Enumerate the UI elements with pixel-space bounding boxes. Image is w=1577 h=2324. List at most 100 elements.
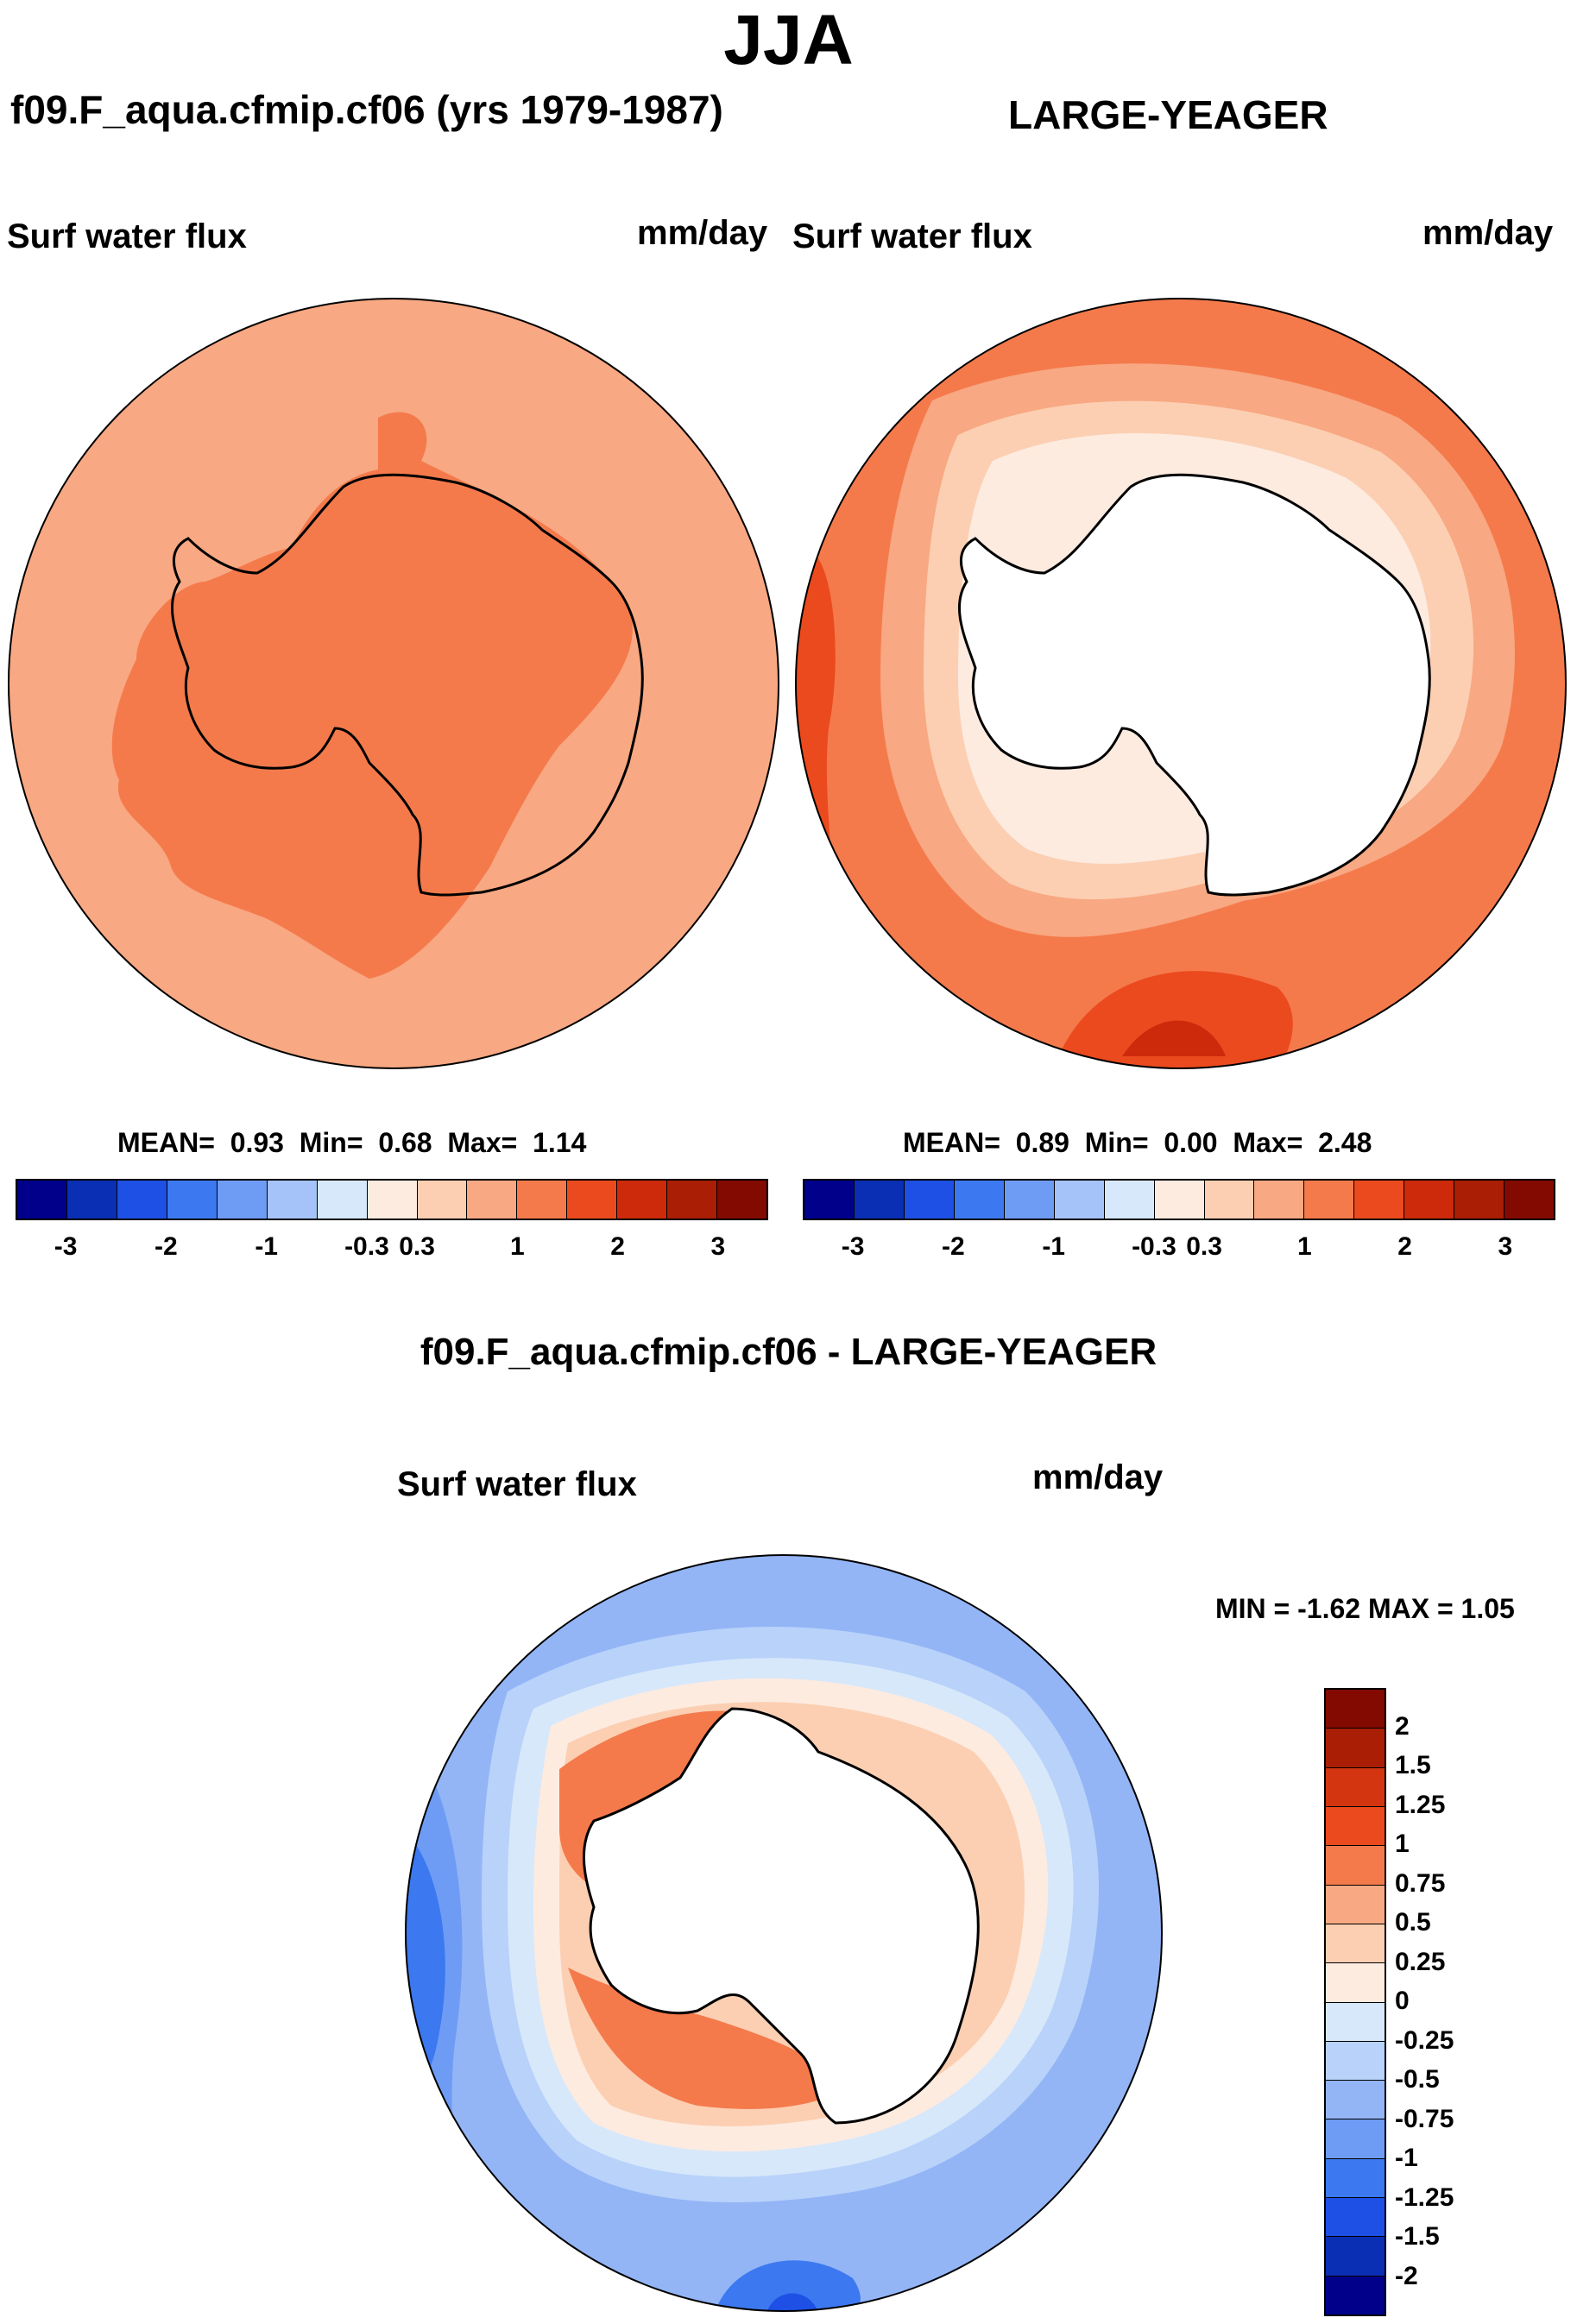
colorbar-tick-label: -3 (54, 1232, 78, 1261)
colorbar-tick-label: -1.5 (1395, 2222, 1440, 2251)
colorbar-swatch (367, 1181, 418, 1219)
left-min-value: 0.68 (378, 1127, 432, 1158)
colorbar-tick-label: 1.25 (1395, 1790, 1446, 1819)
colorbar-swatch (1504, 1181, 1555, 1219)
colorbar-swatch (1326, 1729, 1385, 1768)
colorbar-swatch (1004, 1181, 1055, 1219)
colorbar-tick-label: 1.5 (1395, 1751, 1431, 1779)
colorbar-swatch (1104, 1181, 1155, 1219)
colorbar-swatch (1326, 1846, 1385, 1886)
right-min-value: 0.00 (1164, 1127, 1218, 1158)
colorbar-swatch (1326, 2276, 1385, 2315)
colorbar-swatch (1404, 1181, 1455, 1219)
colorbar-tick-label: 0 (1395, 1987, 1410, 2015)
left-polar-map (8, 298, 779, 1069)
colorbar-swatch (317, 1181, 368, 1219)
left-colorbar (16, 1179, 768, 1220)
colorbar-swatch (1326, 2002, 1385, 2042)
colorbar-tick-label: 0.3 (399, 1232, 435, 1261)
colorbar-tick-label: 1 (1296, 1232, 1312, 1261)
colorbar-swatch (417, 1181, 468, 1219)
colorbar-tick-label: -1 (1395, 2144, 1418, 2172)
right-case-title: LARGE-YEAGER (1008, 92, 1328, 137)
colorbar-swatch (66, 1181, 117, 1219)
colorbar-tick-label: 2 (610, 1232, 625, 1261)
colorbar-swatch (1326, 2041, 1385, 2082)
colorbar-swatch (1326, 1767, 1385, 1807)
colorbar-tick-label: -2 (155, 1232, 178, 1261)
colorbar-tick-label: 0.5 (1395, 1908, 1431, 1937)
colorbar-tick-label: -1 (1042, 1232, 1065, 1261)
left-case-title: f09.F_aqua.cfmip.cf06 (yrs 1979-1987) (10, 87, 723, 132)
colorbar-swatch (804, 1181, 855, 1219)
colorbar-swatch (1326, 2081, 1385, 2120)
colorbar-swatch (267, 1181, 318, 1219)
colorbar-swatch (17, 1181, 67, 1219)
right-colorbar (803, 1179, 1555, 1220)
left-max-value: 1.14 (533, 1127, 587, 1158)
colorbar-swatch (854, 1181, 905, 1219)
left-variable-label: Surf water flux (7, 217, 247, 255)
left-stats: MEAN= 0.93 Min= 0.68 Max= 1.14 (117, 1127, 586, 1159)
colorbar-tick-label: 3 (710, 1232, 726, 1261)
colorbar-swatch (467, 1181, 518, 1219)
colorbar-swatch (1326, 1924, 1385, 1964)
left-max-label: Max= (447, 1127, 518, 1158)
colorbar-swatch (1326, 2158, 1385, 2199)
left-min-label: Min= (299, 1127, 363, 1158)
right-min-label: Min= (1084, 1127, 1149, 1158)
colorbar-swatch (1326, 2198, 1385, 2238)
right-mean-value: 0.89 (1015, 1127, 1069, 1158)
colorbar-tick-label: -0.25 (1395, 2025, 1454, 2055)
colorbar-tick-label: -0.5 (1395, 2065, 1440, 2094)
colorbar-swatch (617, 1181, 668, 1219)
colorbar-tick-label: 0.3 (1186, 1232, 1222, 1261)
colorbar-swatch (717, 1181, 767, 1219)
colorbar-tick-label: -2 (942, 1232, 965, 1261)
colorbar-swatch (1354, 1181, 1405, 1219)
colorbar-swatch (904, 1181, 955, 1219)
colorbar-swatch (1204, 1181, 1255, 1219)
colorbar-tick-label: -1 (255, 1232, 278, 1261)
colorbar-tick-label: 2 (1397, 1232, 1412, 1261)
colorbar-swatch (1326, 1806, 1385, 1847)
diff-minmax: MIN = -1.62 MAX = 1.05 (1215, 1593, 1515, 1624)
right-units-label: mm/day (1422, 214, 1554, 252)
left-units-label: mm/day (637, 214, 768, 252)
colorbar-tick-label: 3 (1498, 1232, 1513, 1261)
colorbar-tick-label: 0.75 (1395, 1868, 1446, 1898)
right-variable-label: Surf water flux (792, 217, 1032, 255)
right-polar-map (795, 298, 1567, 1069)
colorbar-swatch (954, 1181, 1005, 1219)
page-title: JJA (723, 1, 854, 79)
colorbar-swatch (1326, 2119, 1385, 2159)
colorbar-tick-label: -2 (1395, 2261, 1418, 2290)
colorbar-tick-label: 2 (1395, 1711, 1410, 1741)
colorbar-swatch (1326, 1690, 1385, 1729)
left-mean-label: MEAN= (117, 1127, 215, 1158)
diff-units-label: mm/day (1032, 1458, 1164, 1496)
colorbar-tick-label: 1 (509, 1232, 525, 1261)
colorbar-swatch (1304, 1181, 1355, 1219)
right-max-label: Max= (1233, 1127, 1303, 1158)
colorbar-swatch (567, 1181, 618, 1219)
colorbar-swatch (517, 1181, 568, 1219)
right-mean-label: MEAN= (903, 1127, 1000, 1158)
colorbar-swatch (1326, 2237, 1385, 2277)
colorbar-tick-label: -3 (841, 1232, 865, 1261)
colorbar-tick-label: 0.25 (1395, 1947, 1446, 1976)
colorbar-swatch (1326, 1885, 1385, 1924)
right-max-value: 2.48 (1318, 1127, 1372, 1158)
colorbar-swatch (667, 1181, 718, 1219)
colorbar-swatch (1326, 1963, 1385, 2003)
colorbar-swatch (117, 1181, 167, 1219)
colorbar-swatch (1054, 1181, 1105, 1219)
colorbar-tick-label: -0.75 (1395, 2104, 1454, 2133)
colorbar-swatch (1254, 1181, 1305, 1219)
diff-variable-label: Surf water flux (397, 1465, 637, 1503)
colorbar-tick-label: 1 (1395, 1830, 1410, 1858)
colorbar-tick-label: -1.25 (1395, 2182, 1454, 2212)
colorbar-swatch (217, 1181, 268, 1219)
colorbar-swatch (167, 1181, 218, 1219)
right-stats: MEAN= 0.89 Min= 0.00 Max= 2.48 (903, 1127, 1372, 1159)
